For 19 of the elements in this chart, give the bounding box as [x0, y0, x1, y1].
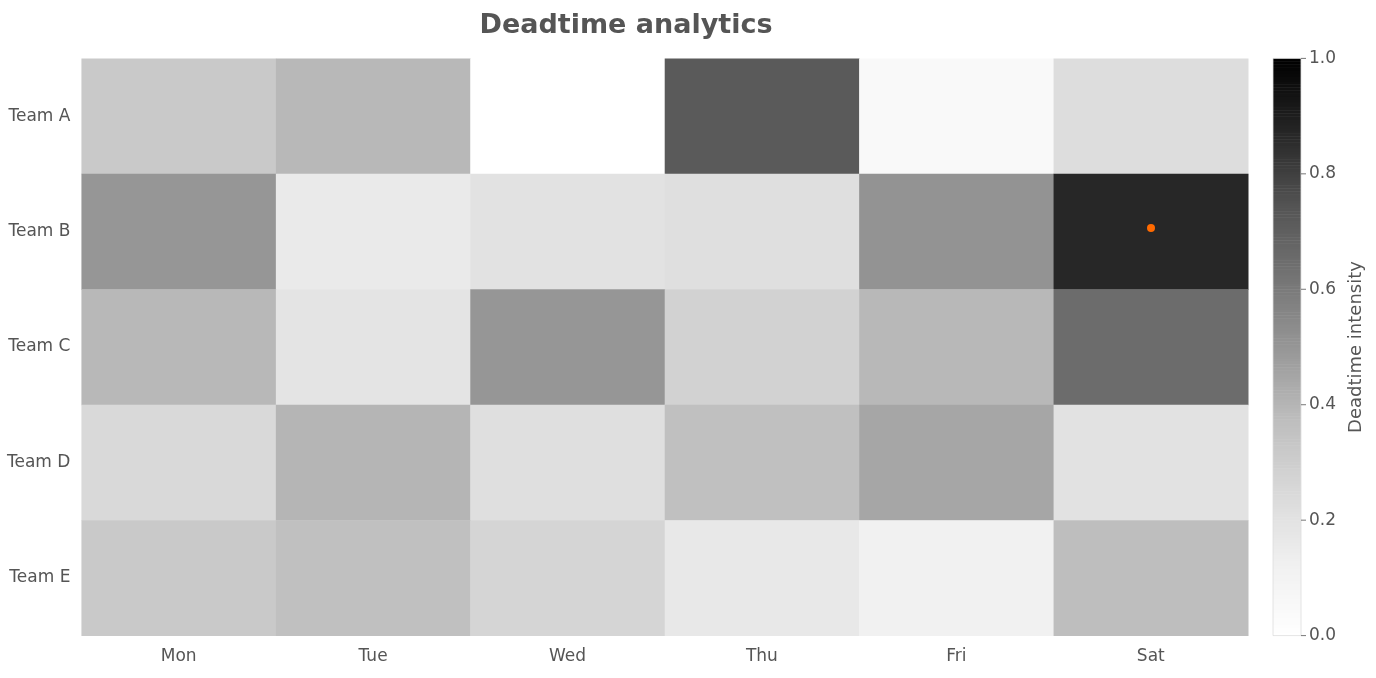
- y-tick-label: Team E: [8, 566, 71, 587]
- chart-title: Deadtime analytics: [479, 8, 773, 40]
- y-tick-label: Team A: [7, 104, 71, 125]
- x-tick-label: Fri: [946, 645, 967, 666]
- color-bar-title: Deadtime intensity: [1343, 260, 1365, 433]
- y-tick-label: Team B: [7, 219, 71, 240]
- x-tick-label: Sat: [1136, 645, 1166, 666]
- color-bar-label: 0.8: [1309, 162, 1337, 183]
- y-tick-label: Team C: [7, 335, 71, 356]
- x-tick-label: Tue: [357, 645, 388, 666]
- y-tick-label: Team D: [5, 450, 71, 471]
- color-bar-label: 0.6: [1309, 277, 1337, 298]
- color-bar-label: 0.4: [1309, 393, 1337, 414]
- x-tick-label: Thu: [744, 645, 778, 666]
- x-tick-label: Mon: [160, 645, 197, 666]
- color-bar-label: 0.2: [1309, 508, 1337, 529]
- color-bar-label: 0.0: [1309, 624, 1337, 645]
- x-tick-label: Wed: [548, 645, 587, 666]
- color-bar-label: 1.0: [1309, 46, 1337, 67]
